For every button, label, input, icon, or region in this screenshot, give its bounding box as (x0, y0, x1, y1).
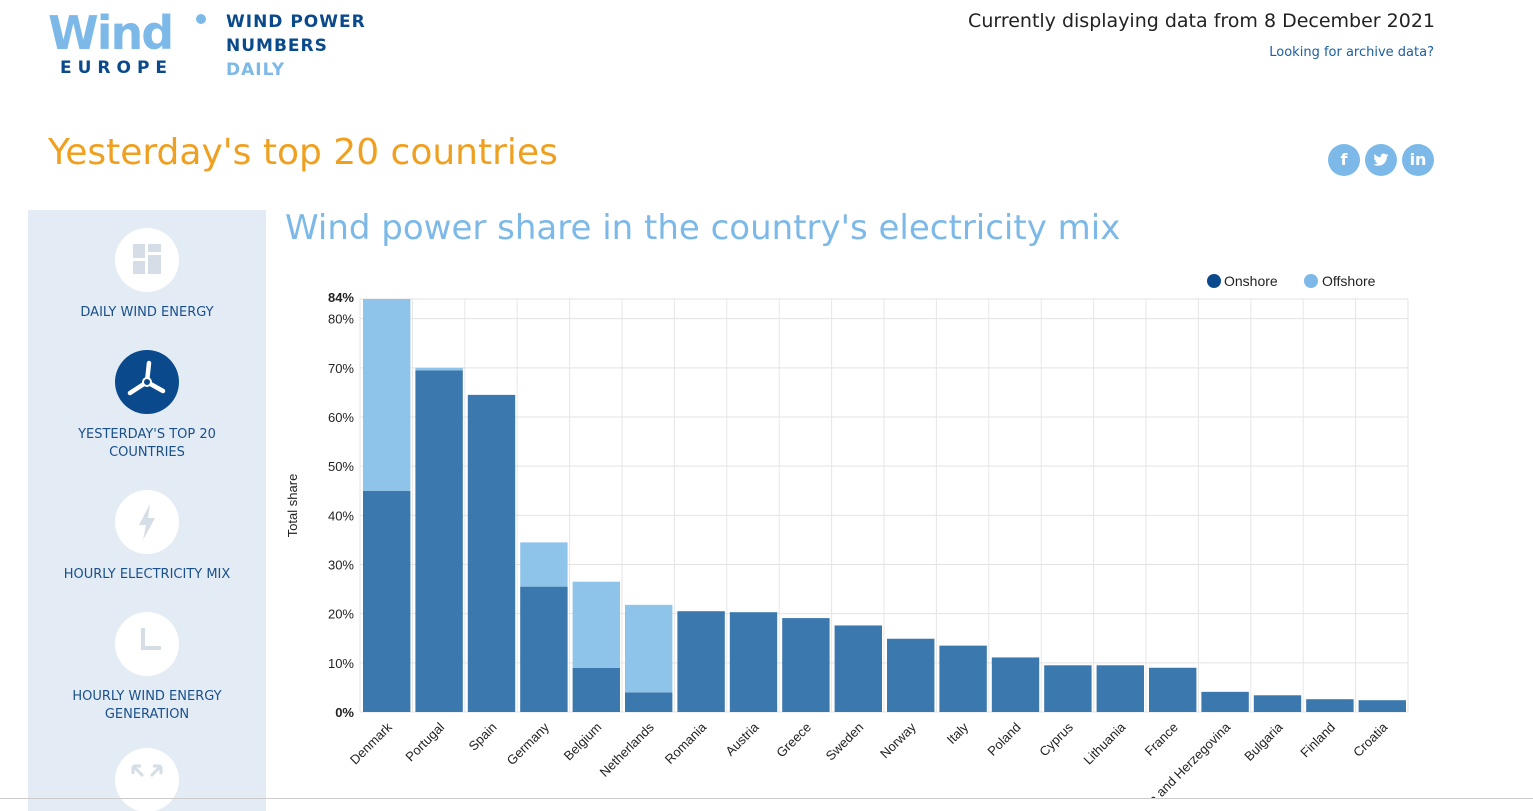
y-tick-label: 0% (335, 705, 354, 720)
x-tick-label: Austria (722, 719, 762, 759)
bottom-divider (0, 798, 1533, 799)
bar-onshore (415, 370, 463, 712)
bar-onshore (363, 490, 411, 712)
bar-onshore (729, 612, 778, 712)
bar-onshore (467, 394, 516, 712)
sidebar-item-expand[interactable] (28, 748, 266, 811)
y-tick-label: 80% (328, 312, 354, 327)
bar-onshore (1201, 691, 1249, 712)
logo-subtitle: WIND POWER NUMBERS DAILY (226, 10, 366, 82)
sidebar-item-label: HOURLY ELECTRICITY MIX (63, 567, 231, 582)
lightning-icon (115, 490, 179, 554)
twitter-icon (1373, 153, 1389, 166)
stacked-bar-chart: 0% 10% 20% 30% 40% 50% 60% 70% 80% 84% Total share… (285, 273, 1409, 798)
windeurope-logo[interactable]: Wind EUROPE WIND POWER NUMBERS DAILY (48, 8, 388, 83)
x-tick-label: Croatia (1350, 719, 1391, 760)
x-tick-label: Belgium (561, 720, 605, 764)
sidebar-item-label: HOURLY WIND ENERGY GENERATION (72, 689, 222, 722)
sidebar-item-hourly-electricity-mix[interactable]: HOURLY ELECTRICITY MIX (28, 490, 266, 584)
sidebar-item-hourly-wind-generation[interactable]: HOURLY WIND ENERGY GENERATION (28, 612, 266, 724)
sidebar-item-label: YESTERDAY'S TOP 20 COUNTRIES (78, 427, 216, 460)
y-tick-label: 50% (328, 459, 354, 474)
bar-onshore (991, 657, 1040, 712)
x-tick-label: Italy (944, 719, 972, 747)
bar-onshore (1044, 665, 1092, 712)
dashboard-icon (115, 228, 179, 292)
y-tick-label: 70% (328, 361, 354, 376)
x-tick-label: Romania (662, 719, 710, 767)
y-tick-label: 40% (328, 508, 354, 523)
bar-offshore (625, 604, 673, 693)
x-tick-label: Lithuania (1080, 719, 1128, 767)
expand-icon (115, 748, 179, 811)
bar-onshore (1358, 700, 1406, 712)
bar-onshore (887, 638, 935, 712)
x-tick-label: Cyprus (1036, 719, 1076, 759)
x-tick-label: Finland (1297, 720, 1338, 761)
x-tick-label: Bulgaria (1241, 719, 1286, 764)
y-tick-label: 30% (328, 558, 354, 573)
y-tick-label: 20% (328, 607, 354, 622)
facebook-icon: f (1340, 150, 1348, 169)
x-tick-label: Germany (504, 719, 553, 768)
sidebar-item-top-20-countries[interactable]: YESTERDAY'S TOP 20 COUNTRIES (28, 350, 266, 462)
x-tick-label: Spain (466, 720, 500, 754)
sidebar-item-label: DAILY WIND ENERGY (80, 305, 214, 320)
archive-data-link[interactable]: Looking for archive data? (1269, 45, 1434, 60)
bar-offshore (520, 542, 568, 587)
y-axis-label: Total share (285, 474, 300, 538)
wind-turbine-icon (115, 350, 179, 414)
x-tick-label: Norway (877, 719, 919, 761)
legend-onshore-label: Onshore (1224, 273, 1278, 289)
y-tick-label: 60% (328, 410, 354, 425)
bar-onshore (1306, 699, 1354, 712)
twitter-share-button[interactable] (1365, 144, 1397, 176)
bar-onshore (834, 625, 882, 712)
legend-onshore-marker (1207, 274, 1221, 288)
x-tick-label: Portugal (402, 719, 447, 764)
facebook-share-button[interactable]: f (1328, 144, 1360, 176)
logo-subtitle-line2: NUMBERS (226, 36, 328, 56)
bar-onshore (782, 618, 830, 712)
bar-onshore (939, 645, 987, 712)
logo-dot (196, 14, 206, 24)
bar-offshore (572, 581, 620, 668)
bar-onshore (572, 667, 620, 712)
sidebar-nav: DAILY WIND ENERGY YESTERDAY'S TOP 20 COU… (28, 210, 266, 811)
linkedin-icon: in (1409, 150, 1427, 169)
bar-offshore (415, 367, 463, 371)
bar-onshore (677, 611, 725, 712)
logo-subtitle-line1: WIND POWER (226, 12, 366, 32)
x-tick-label: France (1142, 720, 1181, 759)
bar-onshore (1096, 665, 1144, 712)
logo-europe-text: EUROPE (60, 58, 174, 78)
x-tick-label: Poland (984, 720, 1023, 759)
x-tick-label: Greece (773, 720, 814, 761)
data-date-text: Currently displaying data from 8 Decembe… (968, 10, 1435, 32)
clock-icon (115, 612, 179, 676)
y-tick-label: 84% (328, 290, 354, 305)
bar-offshore (363, 299, 411, 491)
logo-wordmark: Wind (48, 6, 174, 60)
chart-title: Wind power share in the country's electr… (285, 208, 1121, 248)
page-title: Yesterday's top 20 countries (48, 132, 558, 173)
legend-offshore-label: Offshore (1322, 273, 1376, 289)
bar-onshore (520, 586, 568, 712)
x-tick-label: Denmark (347, 719, 395, 767)
legend-offshore-marker (1304, 274, 1318, 288)
bar-onshore (1253, 695, 1302, 712)
logo-subtitle-line3: DAILY (226, 60, 286, 80)
x-tick-label: Netherlands (597, 719, 658, 780)
y-tick-label: 10% (328, 656, 354, 671)
linkedin-share-button[interactable]: in (1402, 144, 1434, 176)
x-tick-label: Sweden (823, 720, 867, 764)
sidebar-item-daily-wind-energy[interactable]: DAILY WIND ENERGY (28, 228, 266, 322)
bar-onshore (1149, 667, 1197, 712)
bar-onshore (625, 692, 673, 712)
